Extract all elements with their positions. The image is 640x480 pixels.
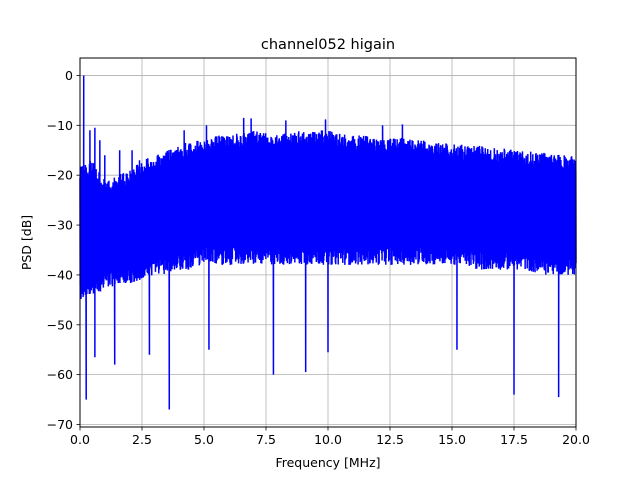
x-tick-label: 10.0	[314, 432, 342, 447]
x-tick-label: 0.0	[70, 432, 90, 447]
y-tick-label: 0	[65, 68, 73, 83]
x-tick-label: 2.5	[132, 432, 152, 447]
x-tick-label: 20.0	[562, 432, 590, 447]
psd-series-line	[79, 75, 577, 410]
x-axis-ticks: 0.0 2.5 5.0 7.5 10.0 12.5 15.0 17.5 20.0	[70, 427, 590, 447]
y-tick-label: −50	[47, 317, 73, 332]
y-tick-label: −70	[47, 417, 73, 432]
y-tick-label: −20	[47, 168, 73, 183]
x-tick-label: 17.5	[500, 432, 528, 447]
y-axis-ticks: 0 −10 −20 −30 −40 −50 −60 −70	[47, 68, 80, 432]
x-axis-label: Frequency [MHz]	[275, 455, 380, 470]
x-tick-label: 15.0	[438, 432, 466, 447]
plot-area	[79, 75, 577, 410]
x-tick-label: 5.0	[194, 432, 214, 447]
chart-title: channel052 higain	[261, 37, 395, 53]
y-tick-label: −60	[47, 367, 73, 382]
x-tick-label: 12.5	[376, 432, 404, 447]
y-axis-label: PSD [dB]	[19, 215, 34, 270]
y-tick-label: −30	[47, 218, 73, 233]
y-tick-label: −40	[47, 267, 73, 282]
y-tick-label: −10	[47, 118, 73, 133]
x-tick-label: 7.5	[256, 432, 276, 447]
